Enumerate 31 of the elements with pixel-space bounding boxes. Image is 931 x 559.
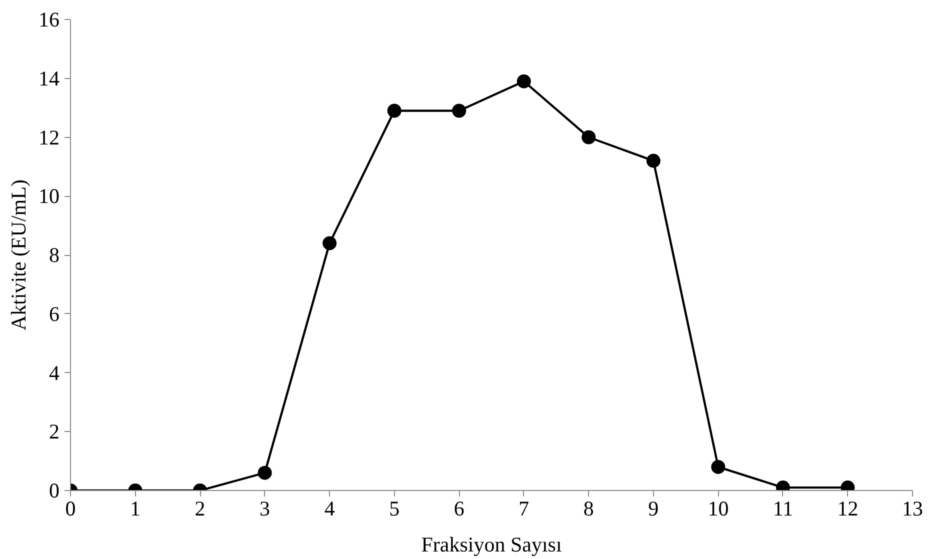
y-tick-label: 14 bbox=[38, 66, 60, 90]
y-tick-label: 10 bbox=[38, 184, 60, 208]
x-tick-label: 0 bbox=[65, 496, 76, 520]
point bbox=[387, 104, 402, 118]
x-tick-label: 5 bbox=[389, 496, 400, 520]
x-tick-label: 7 bbox=[518, 496, 530, 520]
x-tick-label: 12 bbox=[837, 496, 858, 520]
point bbox=[516, 74, 531, 88]
y-tick-label: 16 bbox=[38, 8, 60, 32]
x-tick-label: 13 bbox=[902, 496, 923, 520]
point bbox=[646, 154, 660, 168]
y-tick-label: 4 bbox=[49, 360, 60, 385]
x-tick-label: 8 bbox=[583, 496, 594, 520]
point bbox=[322, 236, 337, 250]
x-tick-label: 2 bbox=[194, 496, 206, 520]
x-tick-label: 3 bbox=[260, 496, 270, 520]
point bbox=[452, 104, 466, 118]
y-tick-label: 2 bbox=[49, 420, 60, 444]
x-tick-label: 4 bbox=[324, 496, 336, 520]
x-tick-label: 1 bbox=[130, 496, 141, 520]
y-axis-title: Aktivite (EU/mL) bbox=[6, 179, 30, 331]
y-tick-label: 12 bbox=[38, 125, 60, 150]
y-tick-label: 6 bbox=[49, 302, 60, 326]
x-tick-label: 6 bbox=[454, 496, 464, 520]
x-tick-label: 11 bbox=[772, 496, 794, 520]
point bbox=[582, 130, 596, 144]
x-tick-label: 10 bbox=[708, 496, 729, 520]
x-tick-label: 9 bbox=[648, 496, 659, 520]
x-axis-title: Fraksiyon Sayısı bbox=[421, 532, 562, 556]
y-tick-label: 8 bbox=[49, 243, 60, 267]
y-tick-label: 0 bbox=[49, 478, 60, 502]
